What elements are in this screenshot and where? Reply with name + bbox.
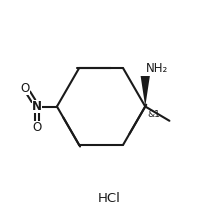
Polygon shape xyxy=(141,76,150,106)
Text: O: O xyxy=(32,121,42,134)
Text: HCl: HCl xyxy=(98,193,121,206)
Text: &1: &1 xyxy=(147,110,160,119)
Text: N: N xyxy=(32,100,42,113)
Text: NH₂: NH₂ xyxy=(146,62,169,75)
Text: O: O xyxy=(21,82,30,95)
